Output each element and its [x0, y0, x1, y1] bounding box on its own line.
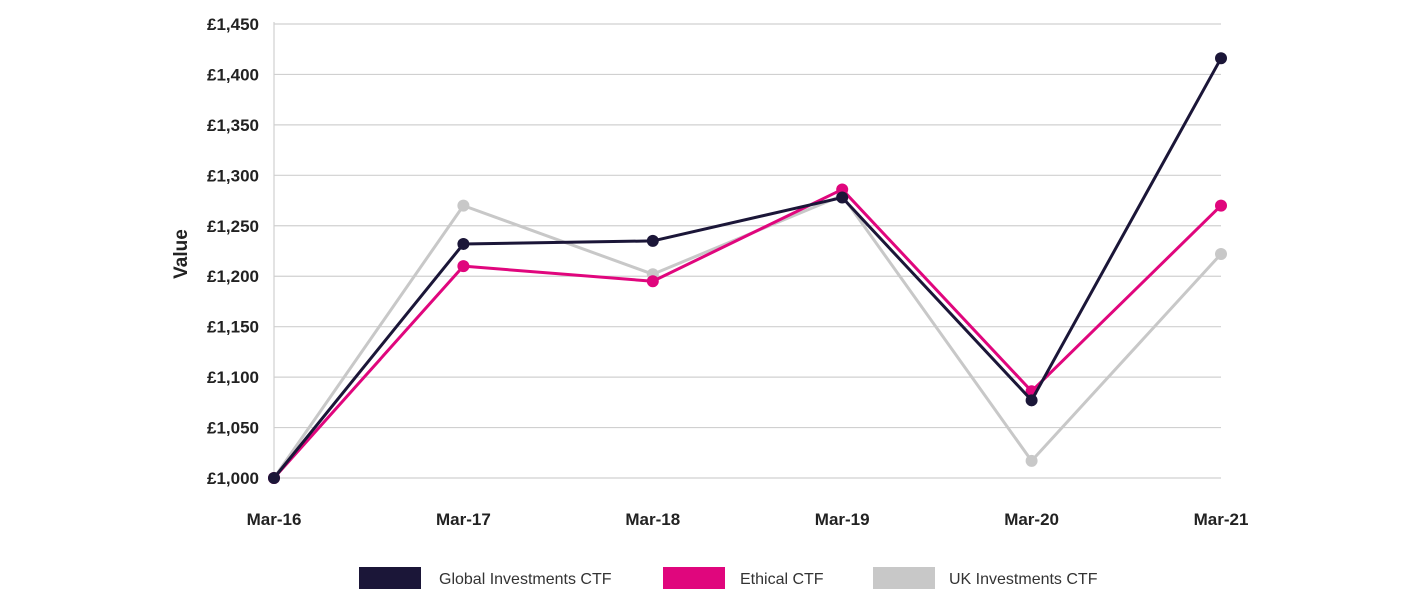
data-point: [457, 199, 470, 212]
legend-item: Ethical CTF: [663, 567, 824, 589]
data-point: [1025, 454, 1038, 467]
y-tick-label: £1,050: [207, 419, 259, 438]
y-tick-label: £1,300: [207, 166, 259, 185]
data-point: [457, 260, 470, 273]
legend-label: Global Investments CTF: [439, 571, 612, 588]
legend-label: Ethical CTF: [740, 571, 824, 588]
series-ethical-ctf: [268, 183, 1227, 484]
data-point: [646, 234, 659, 247]
y-tick-label: £1,350: [207, 116, 259, 135]
data-point: [836, 191, 849, 204]
series-uk-investments-ctf: [268, 189, 1227, 484]
legend-swatch: [663, 567, 725, 589]
legend-item: UK Investments CTF: [873, 567, 1098, 589]
series-line: [272, 194, 1223, 479]
y-tick-label: £1,400: [207, 65, 259, 84]
x-tick-label: Mar-16: [247, 510, 302, 529]
x-tick-label: Mar-19: [815, 510, 870, 529]
y-axis-label: Value: [171, 229, 192, 279]
series-line: [272, 187, 1223, 479]
x-tick-label: Mar-20: [1004, 510, 1059, 529]
data-point: [268, 472, 280, 484]
x-tick-label: Mar-17: [436, 510, 491, 529]
data-point: [1025, 394, 1038, 407]
series-global-investments-ctf: [268, 52, 1227, 484]
y-tick-labels: £1,000 £1,050 £1,100 £1,150 £1,200 £1,250 £1,3…: [207, 15, 259, 488]
legend-label: UK Investments CTF: [949, 571, 1098, 588]
data-point: [646, 275, 659, 288]
x-tick-label: Mar-18: [625, 510, 680, 529]
series-line: [272, 57, 1223, 479]
data-point: [1215, 248, 1227, 261]
legend-swatch: [359, 567, 421, 589]
legend-swatch: [873, 567, 935, 589]
legend: Global Investments CTF Ethical CTF UK Inve…: [359, 567, 1098, 589]
data-point: [1215, 52, 1227, 65]
y-tick-label: £1,450: [207, 15, 259, 34]
y-tick-label: £1,250: [207, 217, 259, 236]
gridlines: [274, 23, 1221, 479]
data-point: [457, 237, 470, 250]
legend-item: Global Investments CTF: [359, 567, 612, 589]
y-tick-label: £1,150: [207, 318, 259, 337]
series-group: [268, 52, 1227, 484]
y-tick-label: £1,200: [207, 267, 259, 286]
y-tick-label: £1,000: [207, 469, 259, 488]
x-tick-labels: Mar-16 Mar-17 Mar-18 Mar-19 Mar-20 Mar-21: [247, 510, 1249, 529]
data-point: [1215, 199, 1227, 212]
x-tick-label: Mar-21: [1194, 510, 1249, 529]
y-tick-label: £1,100: [207, 368, 259, 387]
